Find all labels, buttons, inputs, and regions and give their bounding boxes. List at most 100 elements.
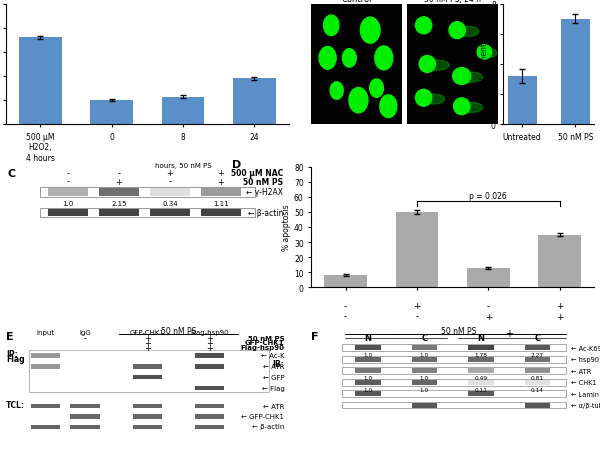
Ellipse shape [449, 23, 466, 40]
Ellipse shape [454, 99, 470, 116]
Text: E: E [6, 332, 14, 342]
Text: 0.14: 0.14 [531, 387, 544, 392]
Bar [355, 369, 380, 373]
Text: +: + [217, 169, 224, 178]
Bar [31, 425, 60, 429]
Ellipse shape [461, 73, 482, 83]
Ellipse shape [416, 18, 432, 35]
Bar [525, 380, 550, 385]
Bar [161, 97, 205, 125]
Text: -: - [344, 312, 347, 321]
Bar [201, 189, 241, 196]
Text: N: N [364, 333, 371, 342]
Text: C: C [7, 168, 16, 178]
Bar [49, 189, 88, 196]
Bar [525, 346, 550, 350]
Bar [70, 425, 100, 429]
Text: GFP-CHK1: GFP-CHK1 [130, 329, 165, 335]
Text: 50 nM PS: 50 nM PS [440, 326, 476, 335]
Bar [99, 209, 139, 217]
Ellipse shape [424, 21, 430, 31]
Text: -: - [169, 177, 172, 186]
Circle shape [330, 83, 343, 100]
Bar [538, 235, 581, 288]
Bar [195, 354, 224, 358]
Ellipse shape [416, 90, 432, 107]
Bar [195, 425, 224, 429]
Text: 1.0: 1.0 [62, 200, 74, 207]
Text: ← Ac-K: ← Ac-K [261, 352, 284, 358]
Text: 0.81: 0.81 [531, 375, 544, 380]
Text: ← ATR: ← ATR [263, 403, 284, 409]
Ellipse shape [419, 56, 436, 73]
Ellipse shape [484, 50, 497, 58]
Bar [468, 357, 494, 362]
Bar [355, 380, 380, 385]
Bar [133, 375, 162, 379]
Bar [468, 380, 494, 385]
Bar [343, 402, 566, 409]
Text: 1.0: 1.0 [363, 387, 373, 392]
Text: +: + [116, 177, 122, 186]
Bar [195, 415, 224, 419]
Text: -: - [83, 333, 86, 342]
Bar [29, 350, 269, 393]
Text: ← CHK1: ← CHK1 [571, 379, 597, 385]
Bar [343, 390, 566, 397]
Bar [31, 364, 60, 369]
Text: +: + [167, 169, 173, 178]
Text: D: D [232, 160, 241, 170]
Circle shape [361, 18, 380, 44]
Ellipse shape [422, 95, 445, 105]
Bar [468, 369, 494, 373]
Y-axis label: % apoptosis: % apoptosis [282, 204, 291, 251]
Bar [324, 276, 367, 288]
Bar [195, 404, 224, 409]
Bar [40, 208, 255, 218]
Bar [31, 404, 60, 409]
Circle shape [349, 88, 368, 114]
Text: ← GFP-CHK1: ← GFP-CHK1 [241, 413, 284, 419]
Text: input: input [37, 329, 55, 335]
Text: ← GFP: ← GFP [263, 374, 284, 380]
Bar [133, 364, 162, 369]
Text: ← ATR: ← ATR [263, 363, 284, 369]
Bar [412, 346, 437, 350]
Circle shape [370, 80, 383, 98]
Text: IP:: IP: [6, 349, 18, 359]
Bar [133, 404, 162, 409]
Bar [133, 425, 162, 429]
Text: F: F [311, 332, 319, 342]
Bar [412, 369, 437, 373]
Text: ← hsp90: ← hsp90 [571, 356, 599, 363]
Bar [525, 357, 550, 362]
Bar [412, 403, 437, 408]
Bar [343, 356, 566, 363]
Text: +: + [144, 343, 151, 352]
Text: IB:: IB: [273, 359, 284, 368]
Text: IgG: IgG [79, 329, 91, 335]
Text: -: - [487, 301, 490, 310]
Text: 1.0: 1.0 [420, 375, 429, 380]
Title: 50 nM PS, 24 h: 50 nM PS, 24 h [424, 0, 481, 5]
Y-axis label: Tail moments: Tail moments [481, 40, 490, 90]
Bar [355, 391, 380, 396]
Circle shape [343, 50, 356, 68]
Bar [31, 354, 60, 358]
Bar [468, 391, 494, 396]
Text: -: - [344, 301, 347, 310]
Circle shape [380, 96, 397, 118]
Circle shape [319, 47, 336, 70]
Text: -: - [394, 329, 398, 339]
Bar [150, 189, 190, 196]
Text: 1.11: 1.11 [213, 200, 229, 207]
Text: +: + [217, 177, 224, 186]
Text: -: - [67, 177, 70, 186]
Bar [355, 346, 380, 350]
Bar [412, 357, 437, 362]
Text: 50 nM PS: 50 nM PS [248, 335, 284, 341]
Bar [40, 188, 255, 197]
Text: 1.0: 1.0 [420, 353, 429, 358]
Text: -: - [415, 312, 419, 321]
Text: ← Lamin B: ← Lamin B [571, 391, 600, 397]
